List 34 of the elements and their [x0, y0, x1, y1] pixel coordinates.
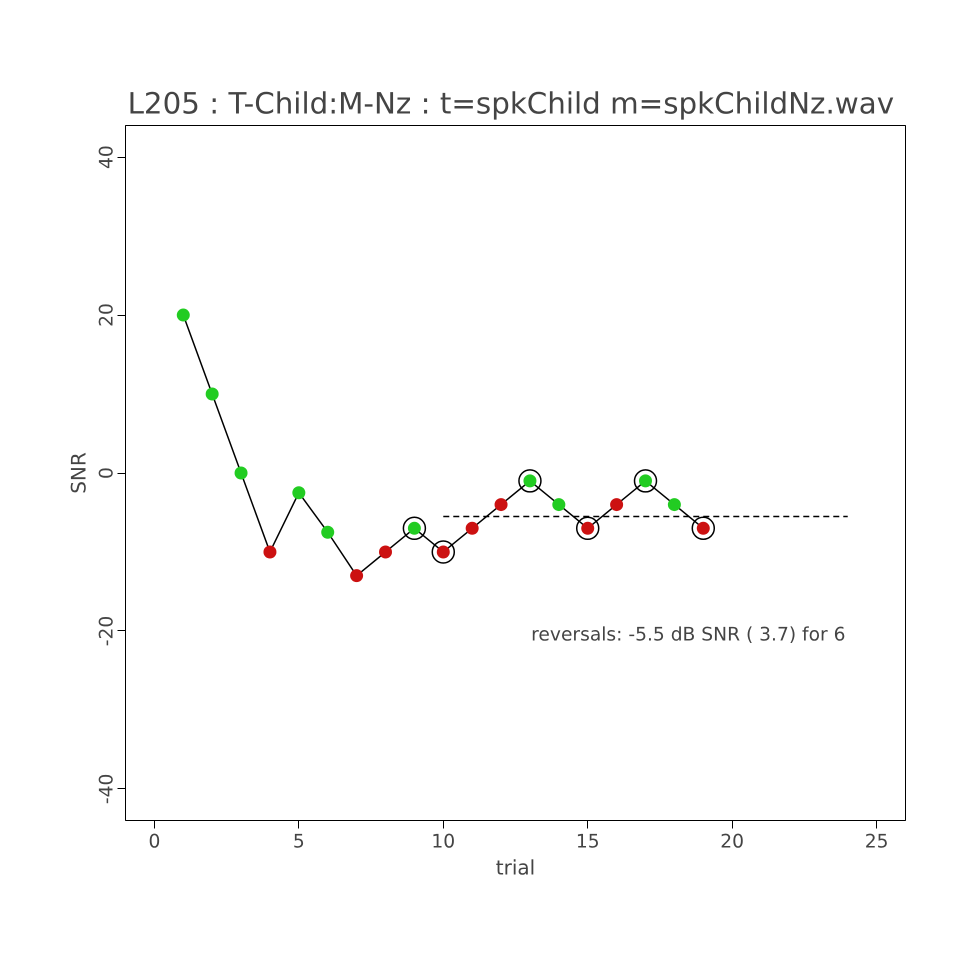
point [292, 486, 306, 500]
point [518, 469, 542, 493]
x-tick-label: 0 [148, 832, 160, 852]
point [692, 516, 716, 540]
point [494, 498, 508, 512]
point [466, 522, 479, 535]
y-tick-label: 40 [96, 145, 118, 169]
annotation: reversals: -5.5 dB SNR ( 3.7) for 6 [531, 624, 846, 646]
point [634, 469, 658, 493]
x-axis-title: trial [496, 856, 536, 880]
y-tick-label: -20 [96, 616, 118, 646]
y-tick-label: 20 [96, 303, 118, 327]
point [432, 540, 456, 564]
point [263, 545, 276, 558]
x-tick-label: 15 [576, 832, 600, 852]
point [402, 516, 426, 540]
y-axis-title: SNR [66, 452, 90, 494]
point [206, 388, 219, 401]
y-tick-label: -40 [96, 774, 118, 804]
point [234, 466, 248, 480]
point [350, 569, 364, 582]
point [668, 498, 681, 512]
point [576, 516, 600, 540]
point [610, 498, 624, 512]
chart-title: L205 : T-Child:M-Nz : t=spkChild m=spkChildNz.wav [128, 86, 894, 120]
x-tick-label: 5 [292, 832, 305, 852]
point [379, 545, 392, 558]
y-tick-label: 0 [96, 467, 118, 479]
x-tick-label: 10 [431, 832, 456, 852]
x-tick-label: 25 [864, 832, 888, 852]
point [321, 526, 334, 539]
x-tick-label: 20 [720, 832, 744, 852]
point [552, 498, 566, 512]
point [176, 308, 190, 322]
